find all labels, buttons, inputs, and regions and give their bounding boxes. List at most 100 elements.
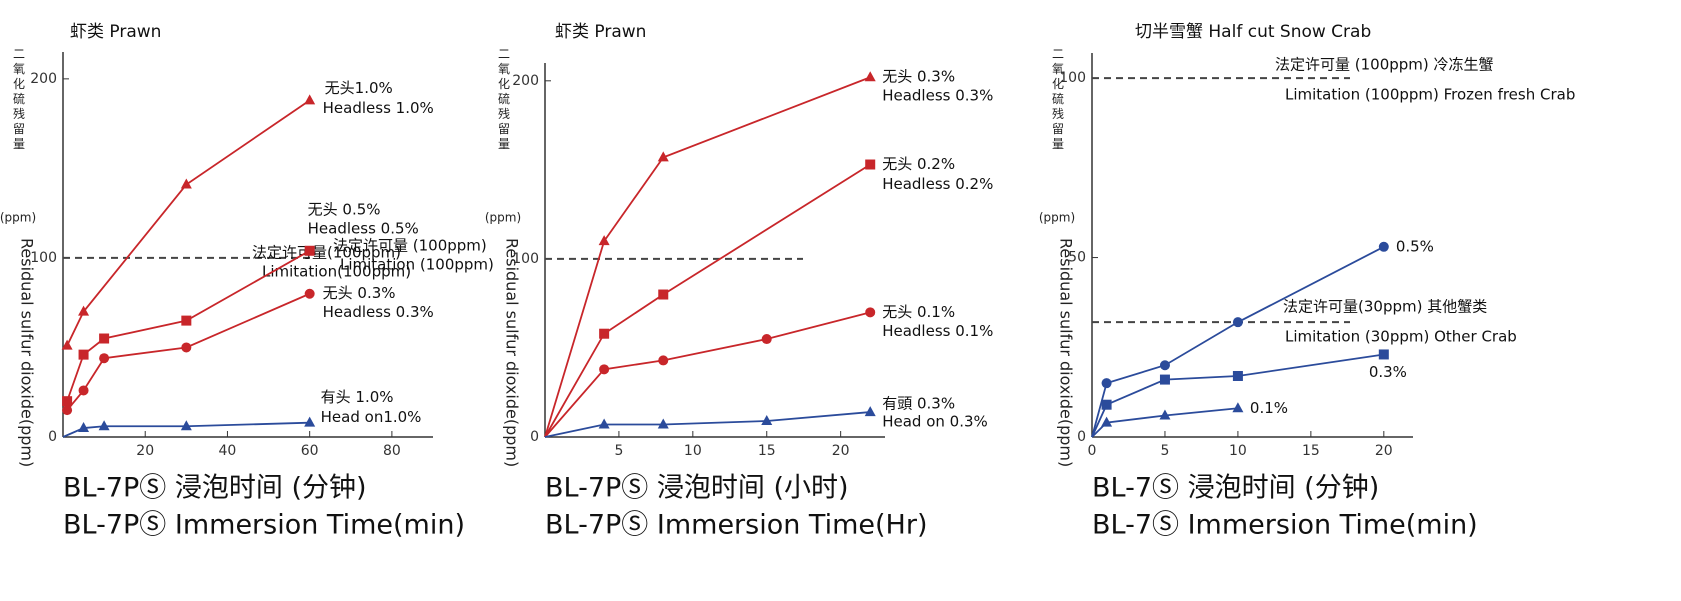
y-label-unit: (ppm) (0, 211, 36, 225)
series-label: Headless 0.3% (882, 87, 993, 105)
y-label: Residual sulfur dioxide(ppm) (1057, 238, 1076, 467)
y-label: Residual sulfur dioxide(ppm) (18, 238, 37, 467)
marker (1378, 241, 1389, 252)
series-label-cn: 无头 0.1% (882, 303, 955, 321)
x-tick-label: 80 (383, 443, 401, 459)
x-tick-label: 5 (1160, 443, 1169, 459)
marker (304, 288, 315, 299)
marker (180, 178, 192, 189)
marker (599, 328, 610, 339)
marker (1101, 378, 1112, 389)
marker (1159, 360, 1170, 371)
marker (599, 364, 610, 375)
series-line (1091, 407, 1238, 438)
series-label-cn: 无头 0.5% (308, 200, 381, 218)
x-label: BL-7Ⓢ Immersion Time(min) (1092, 510, 1478, 541)
marker (62, 396, 73, 407)
series-label: 0.1% (1250, 399, 1288, 417)
series-label-cn: 有头 1.0% (321, 388, 394, 406)
series-label: Headless 0.5% (308, 219, 419, 237)
marker (598, 418, 610, 429)
limit-label-cn: 法定许可量 (100ppm) 冷冻生蟹 (1275, 56, 1494, 74)
marker (61, 339, 73, 350)
limit-label: Limitation (30ppm) Other Crab (1285, 328, 1517, 346)
series-label-cn: 无头 0.3% (882, 68, 955, 86)
y-label-cn: 二氧化硫残留量 (1051, 48, 1065, 153)
x-label-cn: BL-7PⓈ 浸泡时间 (小时) (545, 473, 849, 504)
y-label-cn: 二氧化硫残留量 (12, 48, 26, 153)
series-label: 0.3% (1369, 363, 1407, 381)
limit-label-cn: 法定许可量(100ppm) (252, 244, 401, 262)
series-label-cn: 有頭 0.3% (882, 395, 955, 413)
y-label-unit: (ppm) (1039, 211, 1075, 225)
x-tick-label: 20 (136, 443, 154, 459)
marker (1159, 374, 1170, 385)
chart-panel: 虾类 Prawn 二氧化硫残留量 (ppm) Residual sulfur diox… (0, 22, 465, 541)
y-label: Residual sulfur dioxide(ppm) (503, 238, 522, 467)
limit-label: Limitation (100ppm) Frozen fresh Crab (1285, 86, 1575, 104)
y-tick-label: 0 (48, 429, 57, 445)
x-tick-label: 5 (614, 443, 623, 459)
chart-panel: 切半雪蟹 Half cut Snow Crab 二氧化硫残留量 (ppm) Resid… (1039, 22, 1576, 541)
series-label-cn: 无头 0.3% (323, 284, 396, 302)
chart-title: 切半雪蟹 Half cut Snow Crab (1135, 22, 1371, 42)
marker (78, 305, 90, 316)
y-tick-label: 100 (512, 251, 539, 267)
y-tick-label: 0 (1077, 429, 1086, 445)
chart-title: 虾类 Prawn (70, 22, 161, 42)
series-line (1091, 353, 1384, 438)
x-label: BL-7PⓈ Immersion Time(min) (63, 510, 465, 541)
marker (865, 307, 876, 318)
limit-label: Limitation (100ppm) (340, 256, 494, 274)
marker (99, 353, 110, 364)
marker (761, 334, 772, 345)
marker (1232, 370, 1243, 381)
x-tick-label: 20 (832, 443, 850, 459)
marker (864, 406, 876, 417)
series-label: Head on1.0% (321, 408, 422, 426)
y-label-unit: (ppm) (485, 211, 521, 225)
marker (78, 349, 89, 360)
marker (78, 385, 89, 396)
x-tick-label: 0 (1088, 443, 1097, 459)
series-label: Headless 0.1% (882, 322, 993, 340)
x-tick-label: 40 (219, 443, 237, 459)
marker (1378, 349, 1389, 360)
series-line (544, 163, 871, 438)
y-tick-label: 100 (30, 250, 57, 266)
marker (1101, 399, 1112, 410)
x-tick-label: 15 (1302, 443, 1320, 459)
x-tick-label: 10 (1229, 443, 1247, 459)
y-tick-label: 200 (30, 71, 57, 87)
series-label: Headless 0.3% (323, 303, 434, 321)
marker (865, 159, 876, 170)
marker (657, 418, 669, 429)
marker (181, 342, 192, 353)
series-label: Head on 0.3% (882, 413, 988, 431)
marker (304, 245, 315, 256)
x-label-cn: BL-7Ⓢ 浸泡时间 (分钟) (1092, 473, 1379, 504)
marker (78, 422, 90, 433)
marker (99, 333, 110, 344)
marker (62, 405, 73, 416)
marker (98, 420, 110, 431)
series-line (544, 311, 871, 438)
marker (761, 414, 773, 425)
x-label: BL-7PⓈ Immersion Time(Hr) (545, 510, 927, 541)
x-tick-label: 20 (1375, 443, 1393, 459)
series-line (66, 99, 311, 347)
marker (1101, 416, 1113, 427)
series-line (544, 76, 871, 438)
series-label-cn: 无头 0.2% (882, 155, 955, 173)
series-label: Headless 0.2% (882, 175, 993, 193)
series-line (544, 411, 871, 438)
x-label-cn: BL-7PⓈ 浸泡时间 (分钟) (63, 473, 367, 504)
marker (657, 151, 669, 162)
limit-label-cn: 法定许可量 (100ppm) (333, 237, 487, 255)
marker (658, 355, 669, 366)
y-tick-label: 200 (512, 73, 539, 89)
marker (1232, 317, 1243, 328)
marker (304, 94, 316, 105)
marker (598, 235, 610, 246)
